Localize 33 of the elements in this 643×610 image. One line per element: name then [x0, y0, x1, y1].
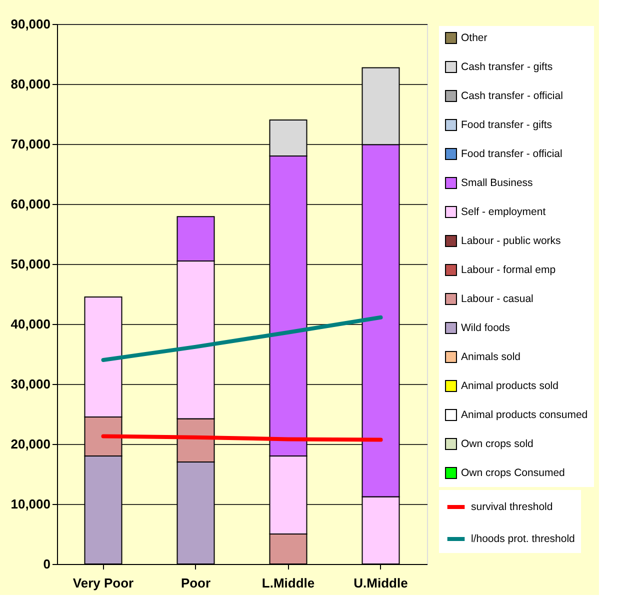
legend-label: Animal products consumed — [461, 409, 588, 421]
y-tick-label: 40,000 — [10, 316, 50, 332]
line-series — [101, 315, 383, 362]
y-tick-label: 0 — [43, 556, 50, 572]
legend-label: Wild foods — [461, 322, 510, 334]
y-tick-label: 50,000 — [10, 256, 50, 272]
legend-label: Own crops Consumed — [461, 467, 566, 479]
y-tick-label: 30,000 — [10, 376, 50, 392]
legend-label: Own crops sold — [461, 438, 534, 450]
legend-label: Small Business — [461, 177, 533, 189]
x-tick-label: U.Middle — [354, 576, 408, 590]
legend-label: Animal products sold — [461, 380, 559, 392]
legend-label: Cash transfer - gifts — [461, 61, 553, 73]
y-tick-label: 60,000 — [10, 196, 50, 212]
legend-label: Animals sold — [461, 351, 521, 363]
y-tick-label: 90,000 — [10, 16, 50, 32]
y-tick-label: 80,000 — [10, 76, 50, 92]
x-tick-label: L.Middle — [262, 576, 315, 590]
legend-label: Labour - formal emp — [461, 264, 556, 276]
x-tick-label: Poor — [180, 576, 211, 590]
legend-label: Cash transfer - official — [461, 90, 563, 102]
y-tick-label: 20,000 — [10, 436, 50, 452]
legend-label: Food transfer - gifts — [461, 119, 552, 131]
legend-label: Self - employment — [461, 206, 546, 218]
y-tick-label: 10,000 — [10, 496, 50, 512]
legend-label: Labour - casual — [461, 293, 534, 305]
legend-label: Labour - public works — [461, 235, 561, 247]
legend-label: survival threshold — [471, 501, 553, 513]
legend-label: Other — [461, 32, 488, 44]
legend-label: Food transfer - official — [461, 148, 562, 160]
legend-label: l/hoods prot. threshold — [471, 533, 576, 545]
y-tick-label: 70,000 — [10, 136, 50, 152]
x-tick-label: Very Poor — [72, 576, 134, 590]
